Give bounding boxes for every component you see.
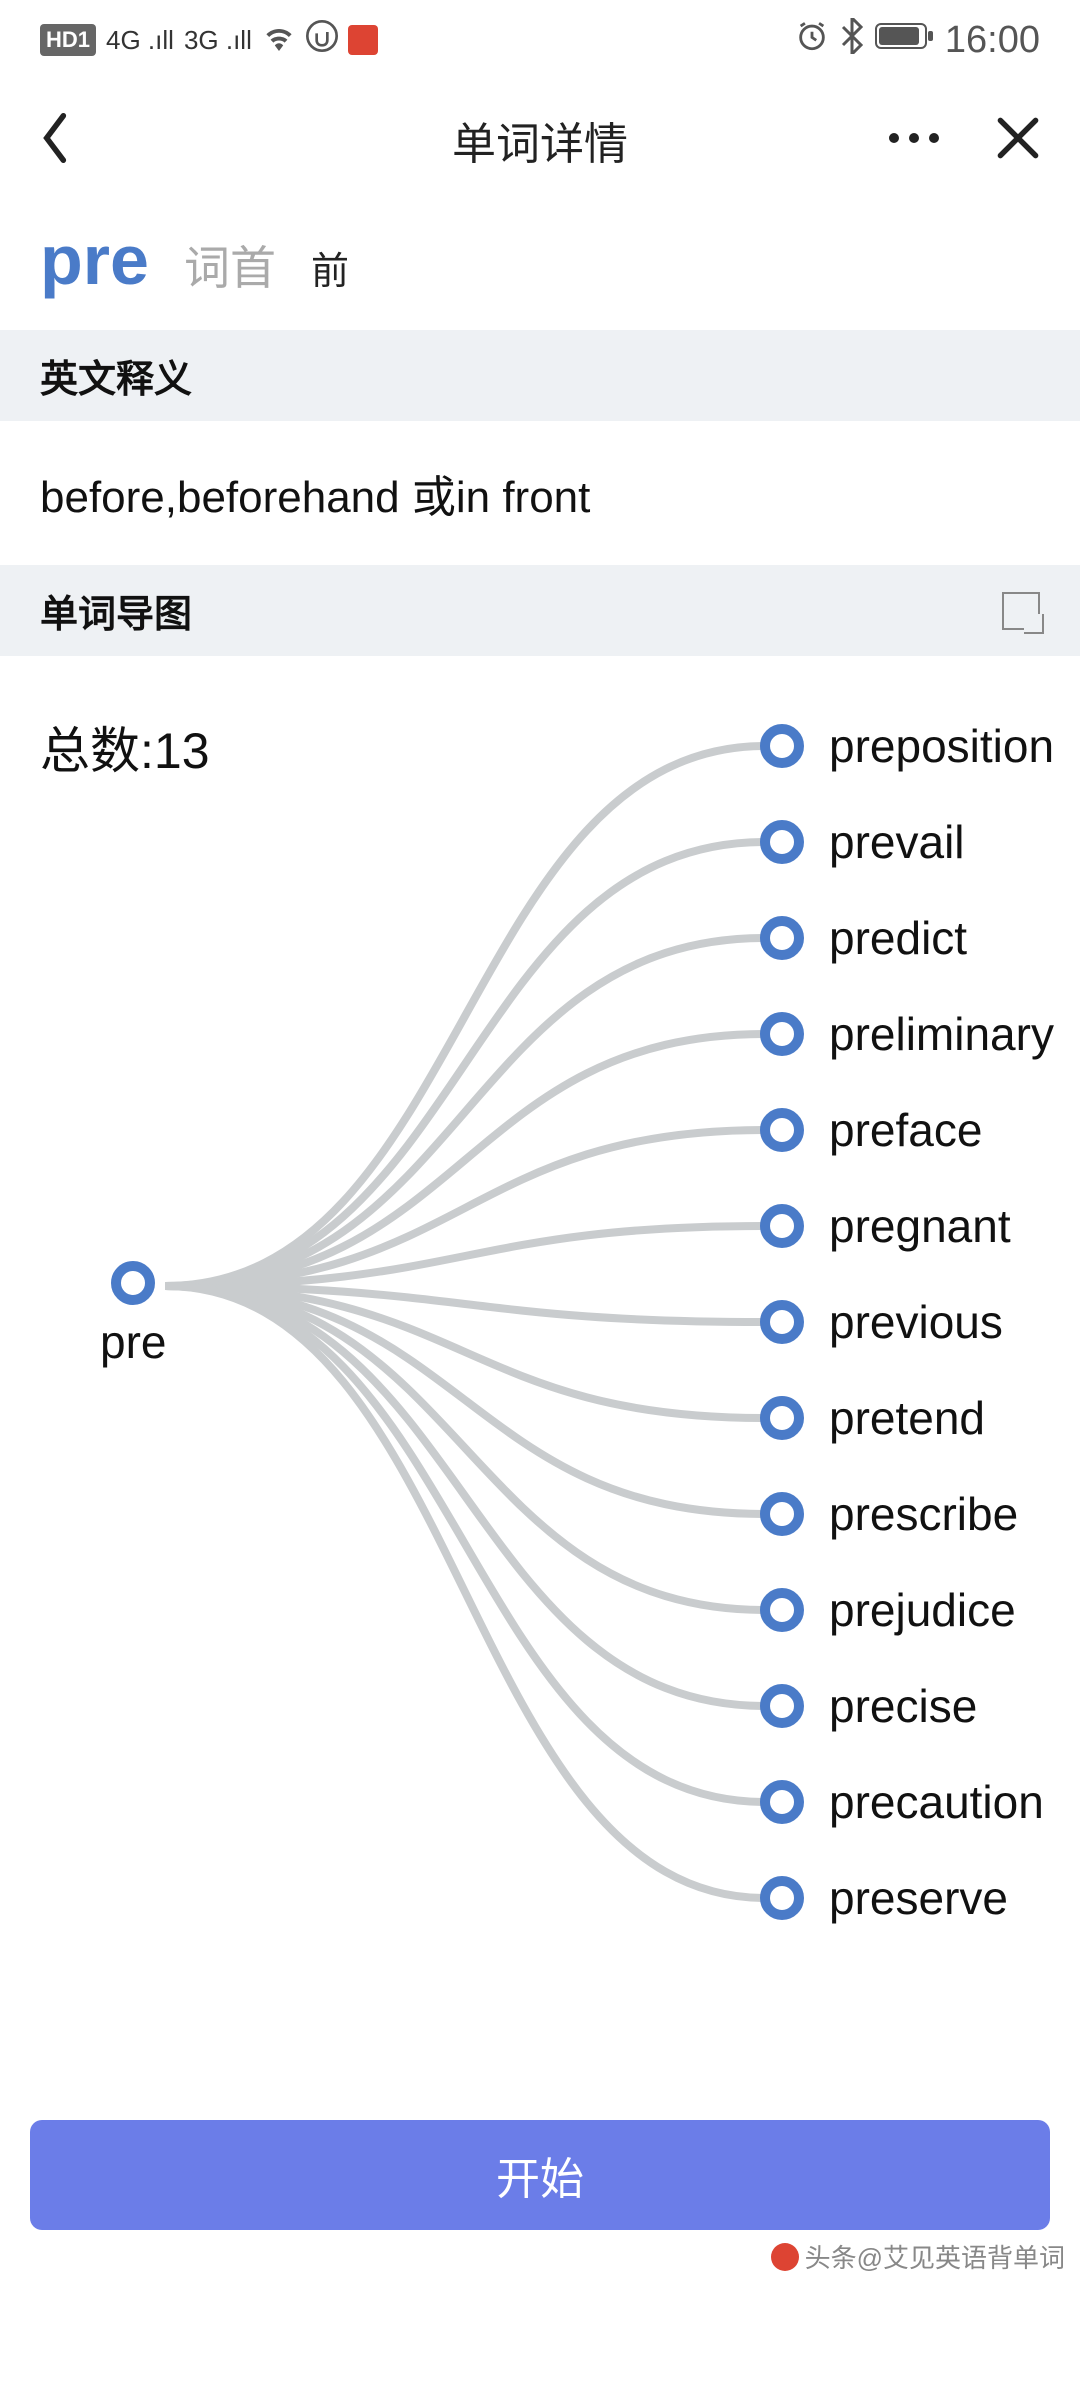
more-icon[interactable] xyxy=(887,131,941,150)
status-bar: HD1 4G .ıll 3G .ıll 16:00 xyxy=(0,0,1080,80)
leaf-circle-icon xyxy=(760,916,804,960)
bluetooth-icon xyxy=(839,18,865,63)
alarm-icon xyxy=(795,19,829,62)
hd-badge: HD1 xyxy=(40,24,96,56)
mindmap-area[interactable]: 总数:13 pre prepositionprevailpredictpreli… xyxy=(0,656,1080,1936)
leaf-node[interactable]: preposition xyxy=(760,698,1054,794)
leaf-label: pretend xyxy=(829,1391,985,1445)
signal-4g: 4G .ıll xyxy=(106,25,174,56)
definition-body: before,beforehand 或in front xyxy=(0,421,1080,565)
leaf-label: previous xyxy=(829,1295,1003,1349)
back-icon[interactable] xyxy=(40,113,70,168)
leaf-circle-icon xyxy=(760,1876,804,1920)
leaf-node[interactable]: precaution xyxy=(760,1754,1054,1850)
leaf-circle-icon xyxy=(760,1204,804,1248)
signal-3g: 3G .ıll xyxy=(184,25,252,56)
leaf-node[interactable]: pretend xyxy=(760,1370,1054,1466)
term-row: pre 词首 前 xyxy=(0,200,1080,330)
app-badge-icon xyxy=(348,25,378,55)
watermark-icon xyxy=(771,2243,799,2271)
status-right: 16:00 xyxy=(795,18,1040,63)
leaf-label: precaution xyxy=(829,1775,1044,1829)
leaf-circle-icon xyxy=(760,1396,804,1440)
leaf-node[interactable]: preliminary xyxy=(760,986,1054,1082)
term-type: 词首 xyxy=(184,232,276,298)
leaf-circle-icon xyxy=(760,1108,804,1152)
watermark: 头条@艾见英语背单词 xyxy=(771,2238,1065,2275)
leaf-node[interactable]: prevail xyxy=(760,794,1054,890)
leaf-node[interactable]: pregnant xyxy=(760,1178,1054,1274)
leaf-circle-icon xyxy=(760,820,804,864)
leaf-node[interactable]: prescribe xyxy=(760,1466,1054,1562)
close-icon[interactable] xyxy=(996,116,1040,165)
leaf-label: preposition xyxy=(829,719,1054,773)
root-circle-icon xyxy=(111,1261,155,1305)
leaf-label: prescribe xyxy=(829,1487,1018,1541)
time-label: 16:00 xyxy=(945,19,1040,62)
leaf-node[interactable]: preface xyxy=(760,1082,1054,1178)
definition-header-label: 英文释义 xyxy=(40,348,192,403)
page-title: 单词详情 xyxy=(452,108,628,172)
leaf-label: preliminary xyxy=(829,1007,1054,1061)
leaf-circle-icon xyxy=(760,1684,804,1728)
leaf-label: predict xyxy=(829,911,967,965)
definition-header: 英文释义 xyxy=(0,330,1080,421)
leaf-circle-icon xyxy=(760,1012,804,1056)
status-left: HD1 4G .ıll 3G .ıll xyxy=(40,20,378,61)
leaf-circle-icon xyxy=(760,1588,804,1632)
leaf-label: preserve xyxy=(829,1871,1008,1925)
term-prefix: pre xyxy=(40,220,149,300)
nav-bar: 单词详情 xyxy=(0,80,1080,200)
leaf-label: preface xyxy=(829,1103,982,1157)
leaf-node[interactable]: preserve xyxy=(760,1850,1054,1936)
leaf-label: prevail xyxy=(829,815,965,869)
leaf-column: preposition prevail predict preliminary pref… xyxy=(760,698,1054,1936)
hand-icon xyxy=(306,20,338,61)
root-label: pre xyxy=(100,1315,166,1369)
leaf-label: prejudice xyxy=(829,1583,1016,1637)
battery-icon xyxy=(875,21,935,60)
root-node[interactable]: pre xyxy=(100,1261,166,1369)
leaf-circle-icon xyxy=(760,724,804,768)
mindmap-header: 单词导图 xyxy=(0,565,1080,656)
leaf-circle-icon xyxy=(760,1780,804,1824)
start-button[interactable]: 开始 xyxy=(30,2120,1050,2230)
leaf-label: pregnant xyxy=(829,1199,1011,1253)
leaf-circle-icon xyxy=(760,1492,804,1536)
expand-icon[interactable] xyxy=(1002,592,1040,630)
leaf-node[interactable]: predict xyxy=(760,890,1054,986)
leaf-node[interactable]: precise xyxy=(760,1658,1054,1754)
wifi-icon xyxy=(262,21,296,60)
leaf-node[interactable]: prejudice xyxy=(760,1562,1054,1658)
leaf-label: precise xyxy=(829,1679,977,1733)
leaf-node[interactable]: previous xyxy=(760,1274,1054,1370)
leaf-circle-icon xyxy=(760,1300,804,1344)
mindmap-header-label: 单词导图 xyxy=(40,583,192,638)
term-meaning-short: 前 xyxy=(311,240,349,295)
watermark-text: 头条@艾见英语背单词 xyxy=(805,2238,1065,2275)
